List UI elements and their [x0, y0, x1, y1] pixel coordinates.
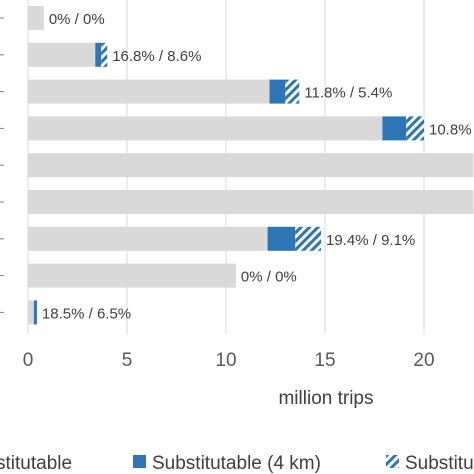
bar-series2-row6: [295, 226, 322, 251]
y-axis-ticks: [0, 17, 4, 313]
bar-series0-row6: [28, 226, 268, 251]
data-label-2: 11.8% / 5.4%: [304, 85, 392, 102]
bar-series1-row1: [95, 42, 102, 67]
bar-series0-row2: [28, 79, 270, 104]
bar-series0-row1: [28, 42, 96, 67]
x-axis-tick-labels: 0 5 10 15 20: [23, 350, 435, 371]
bar-series1-row6: [267, 226, 296, 251]
legend-swatch-2: [386, 455, 399, 468]
bar-series1-row2: [269, 79, 286, 104]
bar-series0-row7: [28, 263, 236, 288]
data-label-0: 0% / 0%: [49, 11, 105, 28]
x-tick-label-3: 15: [314, 350, 335, 371]
bars: [28, 6, 474, 325]
x-tick-label-4: 20: [413, 350, 434, 371]
legend-label-2: Substitu: [405, 453, 474, 474]
bar-series0-row8: [28, 300, 34, 325]
bar-series2-row2: [285, 79, 300, 104]
x-axis-title: million trips: [278, 388, 373, 409]
legend-label-1: Substitutable (4 km): [152, 453, 321, 474]
data-label-1: 16.8% / 8.6%: [112, 48, 201, 65]
legend: stitutable Substitutable (4 km) Substitu: [0, 453, 474, 474]
x-tick-label-0: 0: [23, 350, 34, 371]
bar-series0-row4: [28, 153, 474, 178]
bar-series2-row1: [101, 42, 108, 67]
bar-series0-row5: [28, 190, 474, 214]
data-label-3: 10.8%: [429, 121, 472, 138]
data-label-6: 19.4% / 9.1%: [326, 232, 415, 249]
data-labels: 0% / 0% 16.8% / 8.6% 11.8% / 5.4% 10.8% 19.4…: [42, 11, 472, 322]
legend-swatch-1: [133, 455, 146, 468]
x-tick-label-2: 10: [215, 350, 236, 371]
bar-series0-row3: [28, 116, 383, 141]
x-tick-label-1: 5: [122, 350, 133, 371]
data-label-7: 0% / 0%: [241, 269, 297, 286]
bar-series1-row3: [382, 116, 407, 141]
legend-label-0: stitutable: [0, 453, 72, 474]
bar-series0-row0: [28, 6, 44, 30]
data-label-8: 18.5% / 6.5%: [42, 305, 131, 322]
bar-series1-row8: [33, 300, 37, 325]
bar-series2-row3: [406, 116, 424, 141]
